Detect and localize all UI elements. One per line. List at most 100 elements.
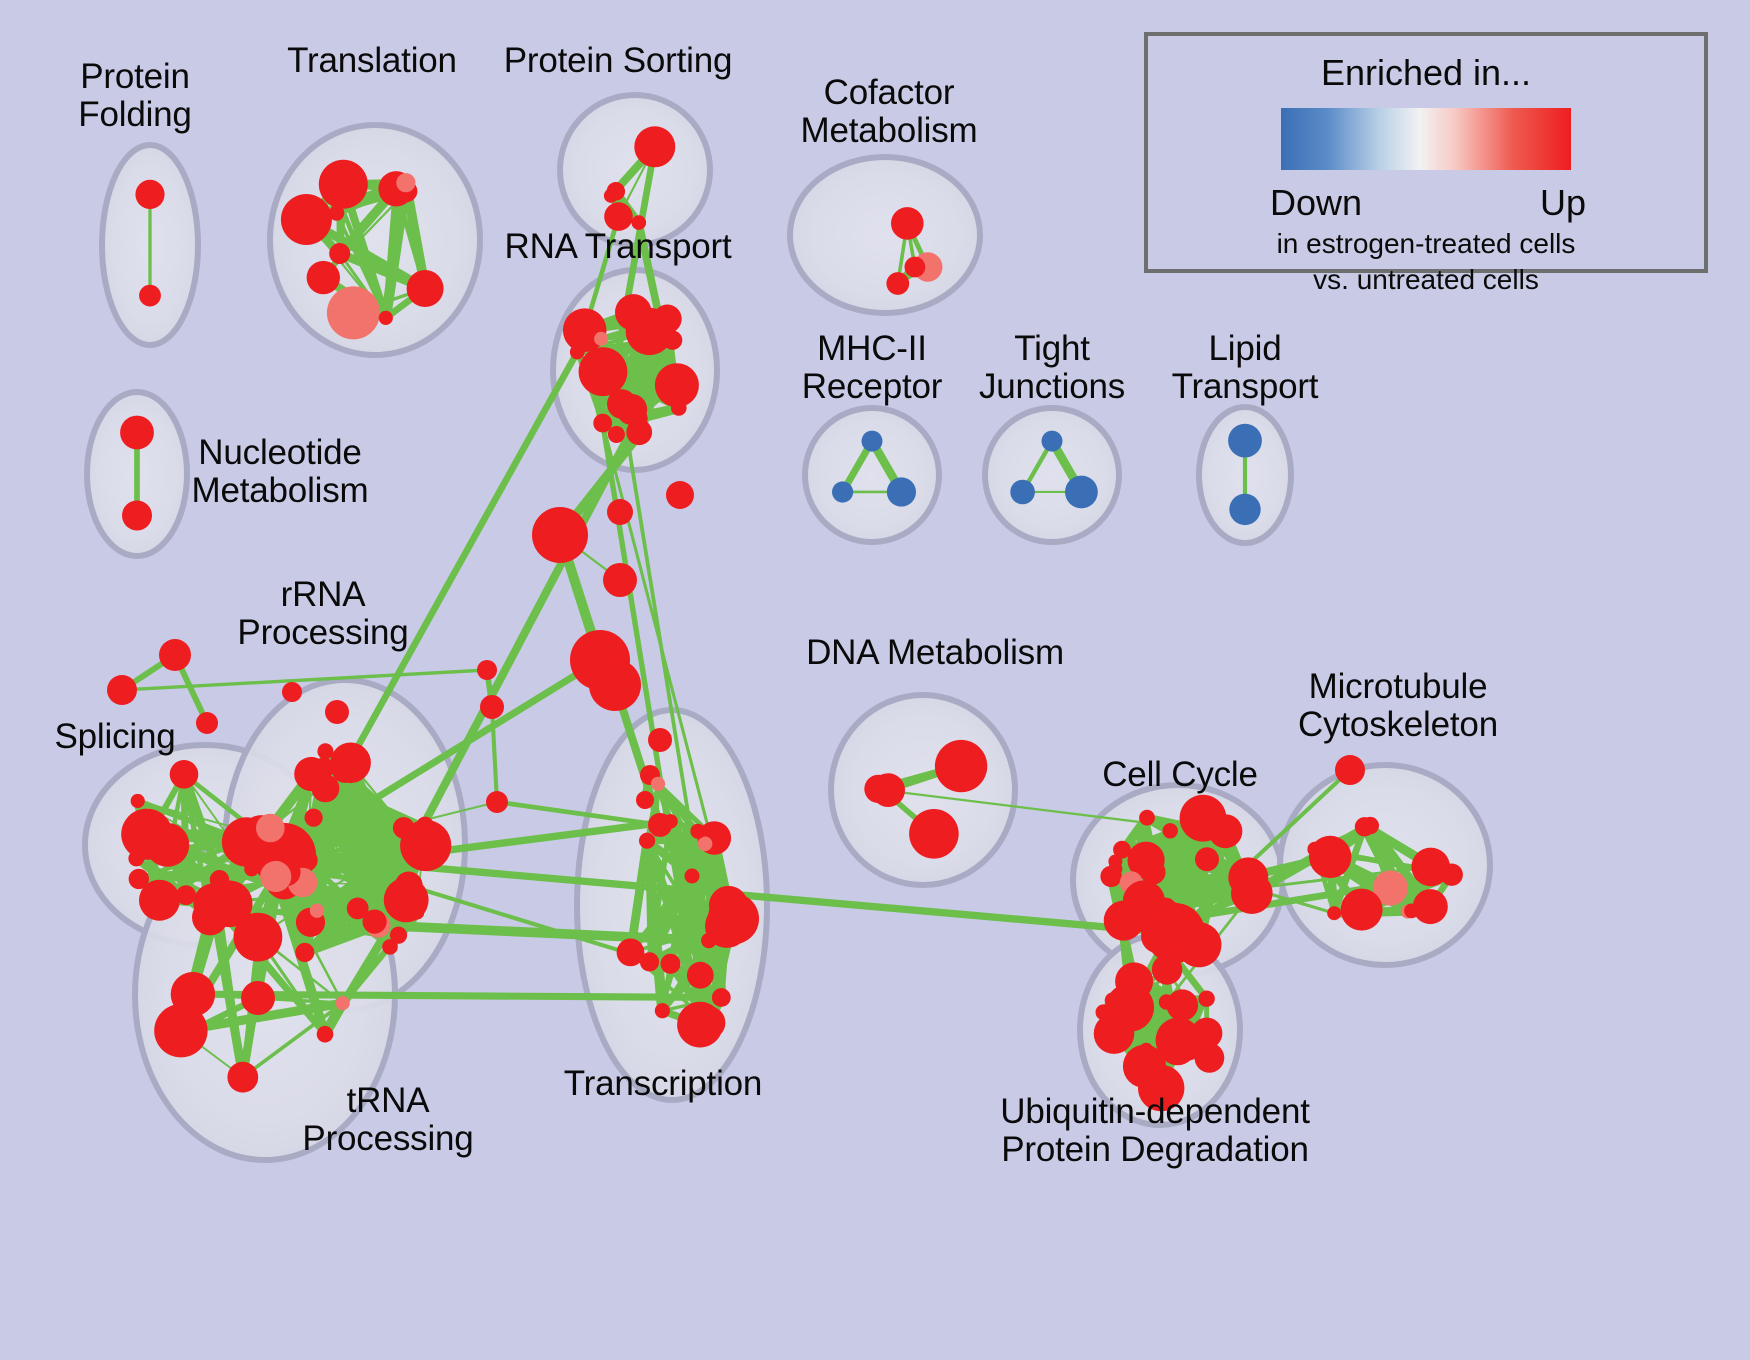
edge-bridge [373,920,714,946]
network-node [594,331,609,346]
cluster-hull-cofactor-metabolism [787,154,983,316]
network-node [326,286,380,340]
network-node [663,814,678,829]
edge-bridge [619,402,711,943]
network-node [139,879,180,921]
network-node [295,942,315,963]
network-node [1228,423,1262,458]
edge-bridge [609,143,659,385]
network-node [1231,872,1273,914]
network-node [1131,968,1152,989]
network-node [329,243,351,264]
network-node [569,344,585,360]
cluster-hull-tight-junctions [982,405,1122,545]
network-node [1158,1027,1197,1066]
cluster-hull-mhc-ii-receptor [802,405,942,545]
network-node [909,809,959,859]
network-node [607,499,633,525]
network-node [477,660,497,680]
network-node [159,639,191,671]
edge [240,1001,345,1080]
network-node [170,972,216,1017]
network-node [650,776,666,791]
edge-spine [494,799,663,828]
network-node [196,712,218,734]
network-node [654,1003,671,1019]
network-node [282,682,302,702]
network-node [1411,847,1450,887]
legend-subtitle-line-2: vs. untreated cells [1313,264,1539,295]
network-node [701,932,717,949]
network-node [934,739,988,793]
network-node [122,500,152,531]
network-node [241,981,275,1015]
network-node [1354,817,1375,837]
edge-spine [120,668,489,692]
network-node [120,415,154,450]
network-node [145,823,190,867]
network-node [1113,840,1131,859]
network-node [631,215,647,230]
network-node [593,413,613,433]
network-node [684,868,700,884]
network-node [711,988,731,1007]
network-node [660,953,681,974]
network-node [607,183,625,201]
network-node [1208,814,1243,849]
network-node [607,389,637,419]
network-node [1093,1013,1135,1054]
network-node [260,860,292,893]
network-node [335,996,350,1011]
network-node [1139,1042,1154,1057]
network-node [362,909,387,934]
network-node [1327,906,1342,921]
network-node [1065,475,1098,509]
edge-bridge [341,348,581,774]
network-node [1335,755,1365,785]
network-node [648,728,672,752]
network-node [1340,888,1383,931]
edge-bridge [189,990,725,1002]
network-node [325,700,349,724]
network-node [1151,954,1183,985]
network-node [480,695,504,719]
network-node [383,877,429,923]
cluster-hull-dna-metabolism [828,692,1018,888]
edge-spine [1172,767,1353,936]
network-node [227,1061,259,1093]
network-node [1440,863,1463,886]
network-node [686,961,714,989]
network-node [409,830,424,846]
network-node [128,868,149,890]
network-node [306,260,340,295]
network-node [304,808,323,827]
network-node [396,173,416,193]
edge-spine [283,801,498,856]
network-node [707,893,760,945]
network-node [1372,870,1408,906]
edge-bridge [256,824,427,939]
network-node [864,774,893,804]
network-node [671,400,687,416]
network-node [1109,991,1124,1005]
network-node [603,563,637,597]
network-node [392,817,415,839]
legend-subtitle-line-1: in estrogen-treated cells [1276,228,1576,259]
network-node [636,791,654,809]
network-node [1122,880,1166,923]
network-node [1198,990,1215,1007]
network-node [886,272,910,295]
network-node [1108,861,1123,877]
edge [641,835,668,1016]
edge-spine [282,657,602,858]
network-node [1139,809,1155,826]
network-node [318,159,368,209]
network-node [891,207,924,240]
legend-down-label: Down [1270,182,1363,223]
network-node [202,888,235,922]
network-node [1010,479,1035,505]
network-node [639,832,656,849]
network-node [406,270,444,307]
network-node [130,793,145,809]
